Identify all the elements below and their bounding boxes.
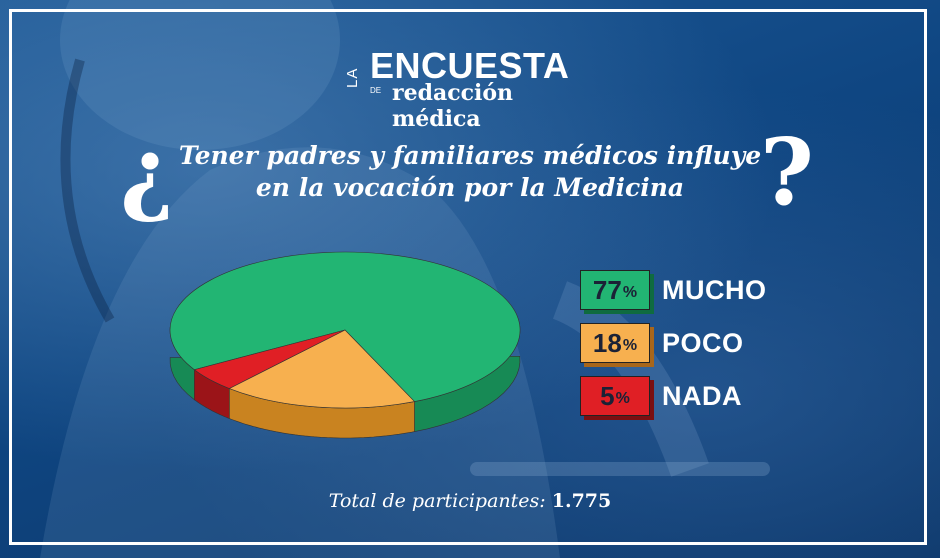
percent-sign: % [622,337,638,354]
brand-de: DE [370,86,382,95]
pie-slice-mucho [169,251,521,402]
legend-label: MUCHO [662,274,767,305]
brand-la: LA [344,67,361,88]
total-label: Total de participantes: [328,490,552,512]
total-participants: Total de participantes: 1.775 [0,490,940,512]
percent-badge-nada: 5% [580,376,650,416]
percent-value: 18 [592,327,622,358]
percent-badge-poco: 18% [580,323,650,363]
chart-title: Tener padres y familiares médicos influy… [175,140,765,204]
percent-value: 5 [600,380,615,411]
legend-item-poco: 18% POCO [580,323,767,363]
percent-sign: % [615,390,630,407]
percent-badge-mucho: 77% [580,270,650,310]
brand-publication: redacción médica [392,80,514,132]
pie-slice-nada [193,329,346,389]
total-value: 1.775 [551,490,612,512]
percent-value: 77 [592,274,622,305]
legend-item-mucho: 77% MUCHO [580,270,767,310]
open-question-mark: ¿ [120,118,174,226]
legend-item-nada: 5% NADA [580,376,767,416]
pie-chart [169,251,521,439]
legend-label: NADA [662,380,742,411]
title-line-1: Tener padres y familiares médicos influy… [178,141,762,170]
brand-logo: LA ENCUESTA DE redacción médica [340,45,600,133]
legend-label: POCO [662,327,744,358]
white-frame [9,9,927,545]
title-line-2: en la vocación por la Medicina [255,173,685,202]
legend: 77% MUCHO 18% POCO 5% NADA [580,270,767,429]
brand-encuesta: ENCUESTA [370,45,570,86]
pie-slice-poco [228,329,416,409]
close-question-mark: ? [760,118,814,226]
percent-sign: % [622,284,638,301]
